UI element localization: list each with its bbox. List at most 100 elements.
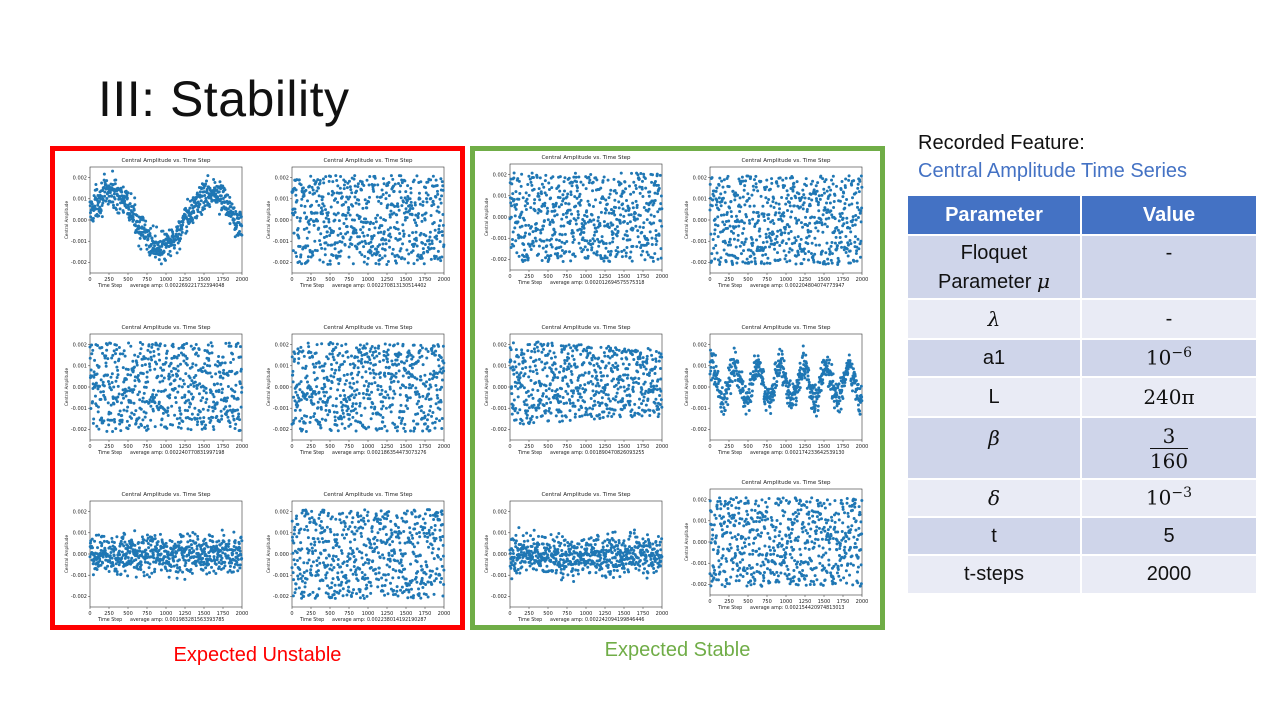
- scatter-point: [125, 409, 129, 413]
- scatter-point: [714, 203, 718, 207]
- y-tick-label: -0.002: [273, 260, 289, 266]
- scatter-point: [412, 429, 416, 433]
- scatter-points: [88, 528, 244, 581]
- scatter-point: [556, 256, 560, 260]
- scatter-point: [320, 417, 324, 421]
- scatter-point: [301, 574, 305, 578]
- scatter-point: [328, 262, 332, 266]
- scatter-point: [355, 346, 359, 350]
- scatter-point: [418, 514, 422, 518]
- scatter-point: [326, 192, 330, 196]
- scatter-point: [639, 246, 643, 250]
- scatter-point: [209, 418, 213, 422]
- scatter-point: [210, 351, 214, 355]
- scatter-point: [413, 242, 417, 246]
- scatter-point: [425, 532, 429, 536]
- scatter-point: [403, 179, 407, 183]
- scatter-point: [410, 366, 414, 370]
- scatter-point: [391, 568, 395, 572]
- scatter-point: [316, 569, 320, 573]
- scatter-point: [355, 529, 359, 533]
- scatter-point: [344, 200, 348, 204]
- scatter-point: [649, 222, 653, 226]
- scatter-point: [100, 181, 104, 185]
- scatter-point: [349, 568, 353, 572]
- scatter-point: [153, 396, 157, 400]
- scatter-point: [418, 395, 422, 399]
- scatter-point: [438, 219, 442, 223]
- scatter-point: [109, 341, 113, 345]
- scatter-point: [294, 390, 298, 394]
- scatter-point: [158, 562, 162, 566]
- scatter-point: [320, 246, 324, 250]
- scatter-point: [518, 191, 522, 195]
- scatter-point: [630, 259, 634, 263]
- scatter-point: [560, 248, 564, 252]
- scatter-point: [653, 252, 657, 256]
- scatter-point: [297, 357, 301, 361]
- scatter-point: [140, 535, 144, 539]
- scatter-point: [441, 359, 445, 363]
- scatter-plot-8: Central Amplitude vs. Time Step 0.002 0.00…: [678, 155, 868, 303]
- scatter-point: [532, 201, 536, 205]
- scatter-point: [114, 343, 118, 347]
- scatter-point: [205, 572, 209, 576]
- scatter-point: [646, 238, 650, 242]
- scatter-point: [362, 344, 366, 348]
- scatter-point: [580, 230, 584, 234]
- scatter-point: [596, 219, 600, 223]
- scatter-point: [129, 546, 133, 550]
- scatter-point: [296, 574, 300, 578]
- scatter-point: [362, 396, 366, 400]
- scatter-point: [385, 262, 389, 266]
- scatter-point: [366, 256, 370, 260]
- scatter-point: [292, 213, 296, 217]
- scatter-point: [391, 184, 395, 188]
- scatter-point: [153, 537, 157, 541]
- scatter-point: [178, 566, 182, 570]
- scatter-point: [645, 250, 649, 254]
- scatter-point: [225, 548, 229, 552]
- scatter-point: [130, 556, 134, 560]
- scatter-point: [312, 537, 316, 541]
- scatter-point: [516, 233, 520, 237]
- scatter-point: [607, 225, 611, 229]
- scatter-point: [431, 513, 435, 517]
- scatter-point: [641, 195, 645, 199]
- scatter-point: [200, 422, 204, 426]
- scatter-point: [415, 532, 419, 536]
- scatter-point: [565, 239, 569, 243]
- scatter-point: [412, 552, 416, 556]
- scatter-point: [416, 412, 420, 416]
- scatter-point: [95, 372, 99, 376]
- scatter-point: [120, 550, 124, 554]
- scatter-point: [711, 198, 715, 202]
- scatter-point: [110, 186, 114, 190]
- scatter-point: [742, 243, 746, 247]
- scatter-point: [388, 565, 392, 569]
- scatter-point: [657, 233, 661, 237]
- scatter-point: [735, 218, 739, 222]
- scatter-point: [306, 199, 309, 203]
- scatter-point: [383, 525, 387, 529]
- scatter-point: [207, 351, 211, 355]
- scatter-point: [216, 360, 220, 364]
- scatter-point: [421, 394, 425, 398]
- scatter-point: [292, 541, 296, 545]
- scatter-point: [96, 405, 100, 409]
- scatter-point: [404, 368, 408, 372]
- scatter-point: [435, 567, 439, 571]
- scatter-point: [306, 512, 310, 516]
- scatter-point: [209, 390, 213, 394]
- scatter-point: [340, 240, 344, 244]
- scatter-point: [151, 409, 155, 413]
- scatter-point: [422, 250, 426, 254]
- scatter-point: [156, 540, 160, 544]
- scatter-point: [561, 213, 565, 217]
- y-tick-label: 0.002: [275, 509, 289, 515]
- scatter-point: [319, 519, 323, 523]
- scatter-point: [394, 530, 398, 534]
- scatter-point: [336, 557, 340, 561]
- scatter-point: [144, 356, 148, 360]
- scatter-point: [335, 241, 339, 245]
